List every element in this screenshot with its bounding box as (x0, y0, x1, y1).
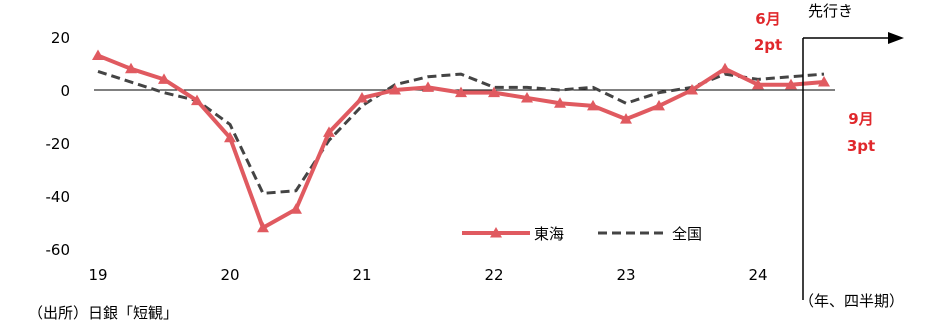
y-tick-label: -60 (46, 241, 71, 259)
legend-triangle-marker (490, 227, 502, 238)
data-point-tokai (389, 84, 401, 95)
data-point-tokai (785, 78, 797, 90)
x-tick-label: 20 (220, 266, 239, 284)
data-point-tokai (92, 49, 104, 61)
data-point-tokai (191, 94, 203, 106)
data-point-tokai (686, 84, 698, 95)
june-value: 2pt (754, 36, 782, 54)
series-layer (92, 49, 830, 233)
data-point-tokai (587, 99, 599, 111)
data-point-tokai (422, 81, 434, 92)
legend: 東海 全国 (462, 225, 702, 243)
data-point-tokai (356, 91, 368, 103)
data-point-tokai (521, 91, 533, 103)
data-point-tokai (158, 73, 170, 84)
sept-label: 9月 (848, 110, 873, 128)
x-tick-label: 19 (88, 266, 107, 284)
data-point-tokai (455, 86, 467, 98)
y-tick-label: 20 (51, 29, 70, 47)
x-tick-label: 24 (748, 266, 767, 284)
y-tick-label: 0 (60, 82, 70, 100)
data-point-tokai (224, 131, 236, 143)
sept-value: 3pt (847, 137, 875, 155)
x-tick-label: 23 (616, 266, 635, 284)
legend-label-tokai: 東海 (534, 225, 564, 243)
y-tick-label: -40 (46, 188, 71, 206)
data-point-tokai (488, 86, 500, 98)
legend-label-national: 全国 (672, 225, 702, 243)
data-point-tokai (257, 221, 269, 233)
data-point-tokai (323, 126, 335, 137)
data-point-tokai (290, 203, 302, 214)
data-point-tokai (554, 97, 566, 108)
forecast-label: 先行き (808, 2, 853, 20)
y-axis-ticks: -60 -40 -20 0 20 (46, 29, 71, 259)
x-tick-label: 22 (484, 266, 503, 284)
x-tick-label: 21 (352, 266, 371, 284)
data-point-tokai (752, 78, 764, 90)
data-point-tokai (653, 99, 665, 111)
data-point-tokai (125, 62, 137, 74)
y-tick-label: -20 (46, 135, 71, 153)
data-point-tokai (719, 62, 731, 74)
x-unit-note: （年、四半期） (799, 292, 904, 310)
source-note: （出所）日銀「短観」 (28, 304, 178, 322)
series-line-tokai (97, 53, 825, 230)
forecast-arrowhead-icon (888, 32, 904, 44)
x-axis-ticks: 19 20 21 22 23 24 (88, 266, 767, 284)
data-point-tokai (818, 76, 830, 87)
june-label: 6月 (755, 10, 780, 28)
data-point-tokai (620, 113, 632, 124)
